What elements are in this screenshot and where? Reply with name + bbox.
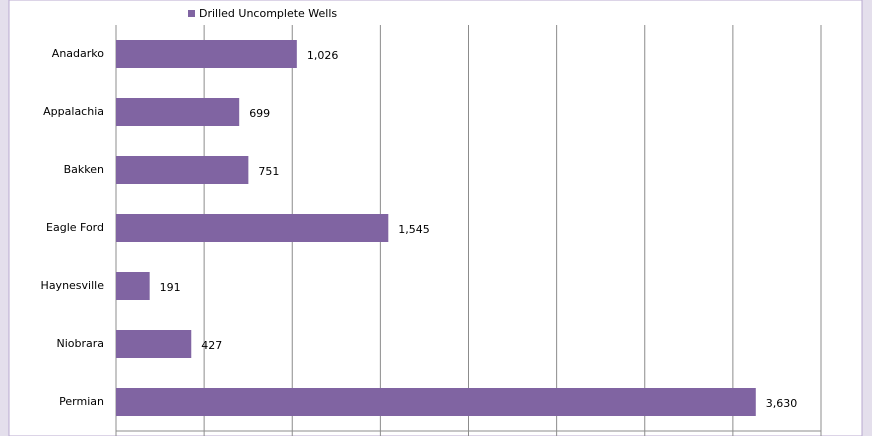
bar	[116, 272, 150, 300]
value-label: 3,630	[766, 397, 798, 410]
y-tick-label: Niobrara	[56, 337, 104, 350]
bar	[116, 156, 249, 184]
y-tick-label: Appalachia	[43, 105, 104, 118]
value-label: 427	[201, 339, 222, 352]
legend-label: Drilled Uncomplete Wells	[199, 7, 337, 20]
value-label: 1,026	[307, 49, 339, 62]
bar	[116, 40, 297, 68]
bar	[116, 98, 240, 126]
value-label: 699	[249, 107, 270, 120]
y-tick-label: Eagle Ford	[46, 221, 104, 234]
value-label: 751	[258, 165, 279, 178]
y-tick-label: Bakken	[64, 163, 104, 176]
y-tick-label: Anadarko	[52, 47, 104, 60]
value-label: 1,545	[398, 223, 430, 236]
bar	[116, 330, 192, 358]
y-tick-label: Haynesville	[41, 279, 105, 292]
bar	[116, 388, 756, 416]
legend-swatch	[188, 10, 195, 17]
bar	[116, 214, 389, 242]
y-tick-label: Permian	[59, 395, 104, 408]
value-label: 191	[160, 281, 181, 294]
